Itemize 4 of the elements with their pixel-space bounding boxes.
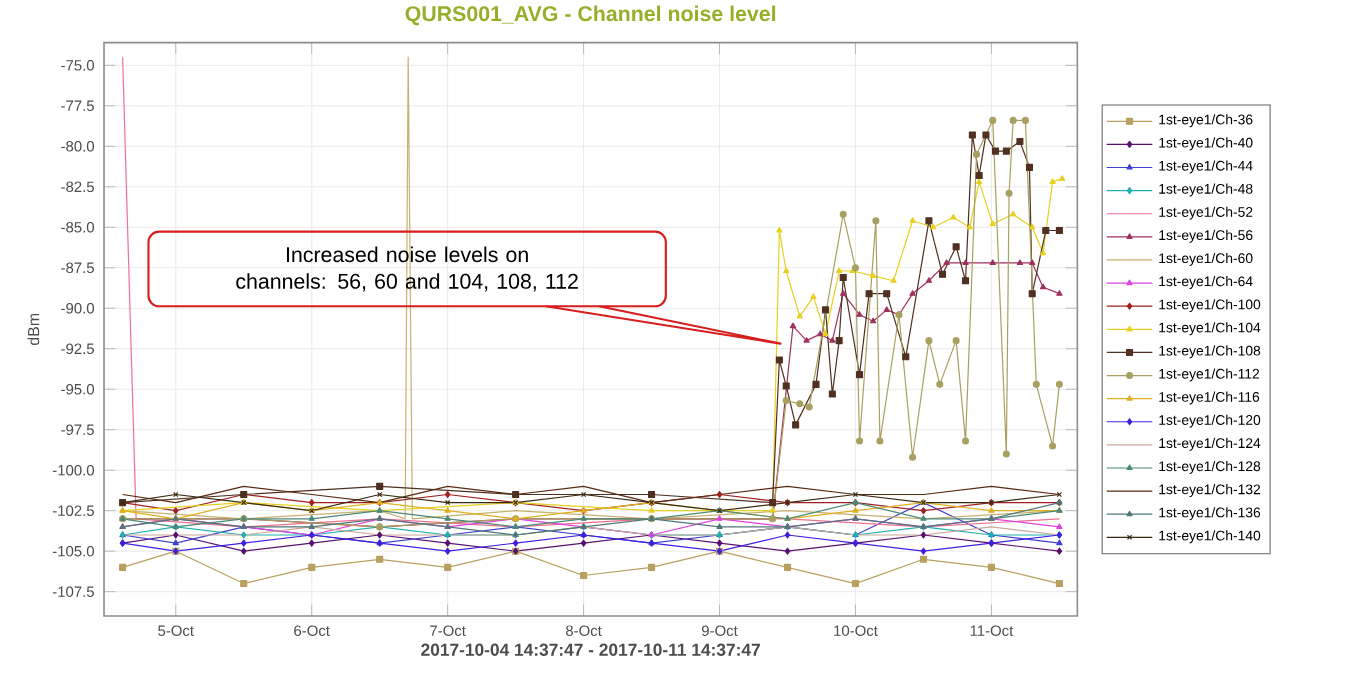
annotation: Increased noise levels on channels: 56, 60 and 104, 108, 112 (236, 246, 578, 292)
chart-title: QURS001_AVG - Channel noise level (405, 5, 776, 26)
x-axis-title: 2017-10-04 14:37:47 - 2017-10-11 14:37:47 (421, 643, 760, 656)
y-axis-title: dBm (27, 313, 40, 346)
